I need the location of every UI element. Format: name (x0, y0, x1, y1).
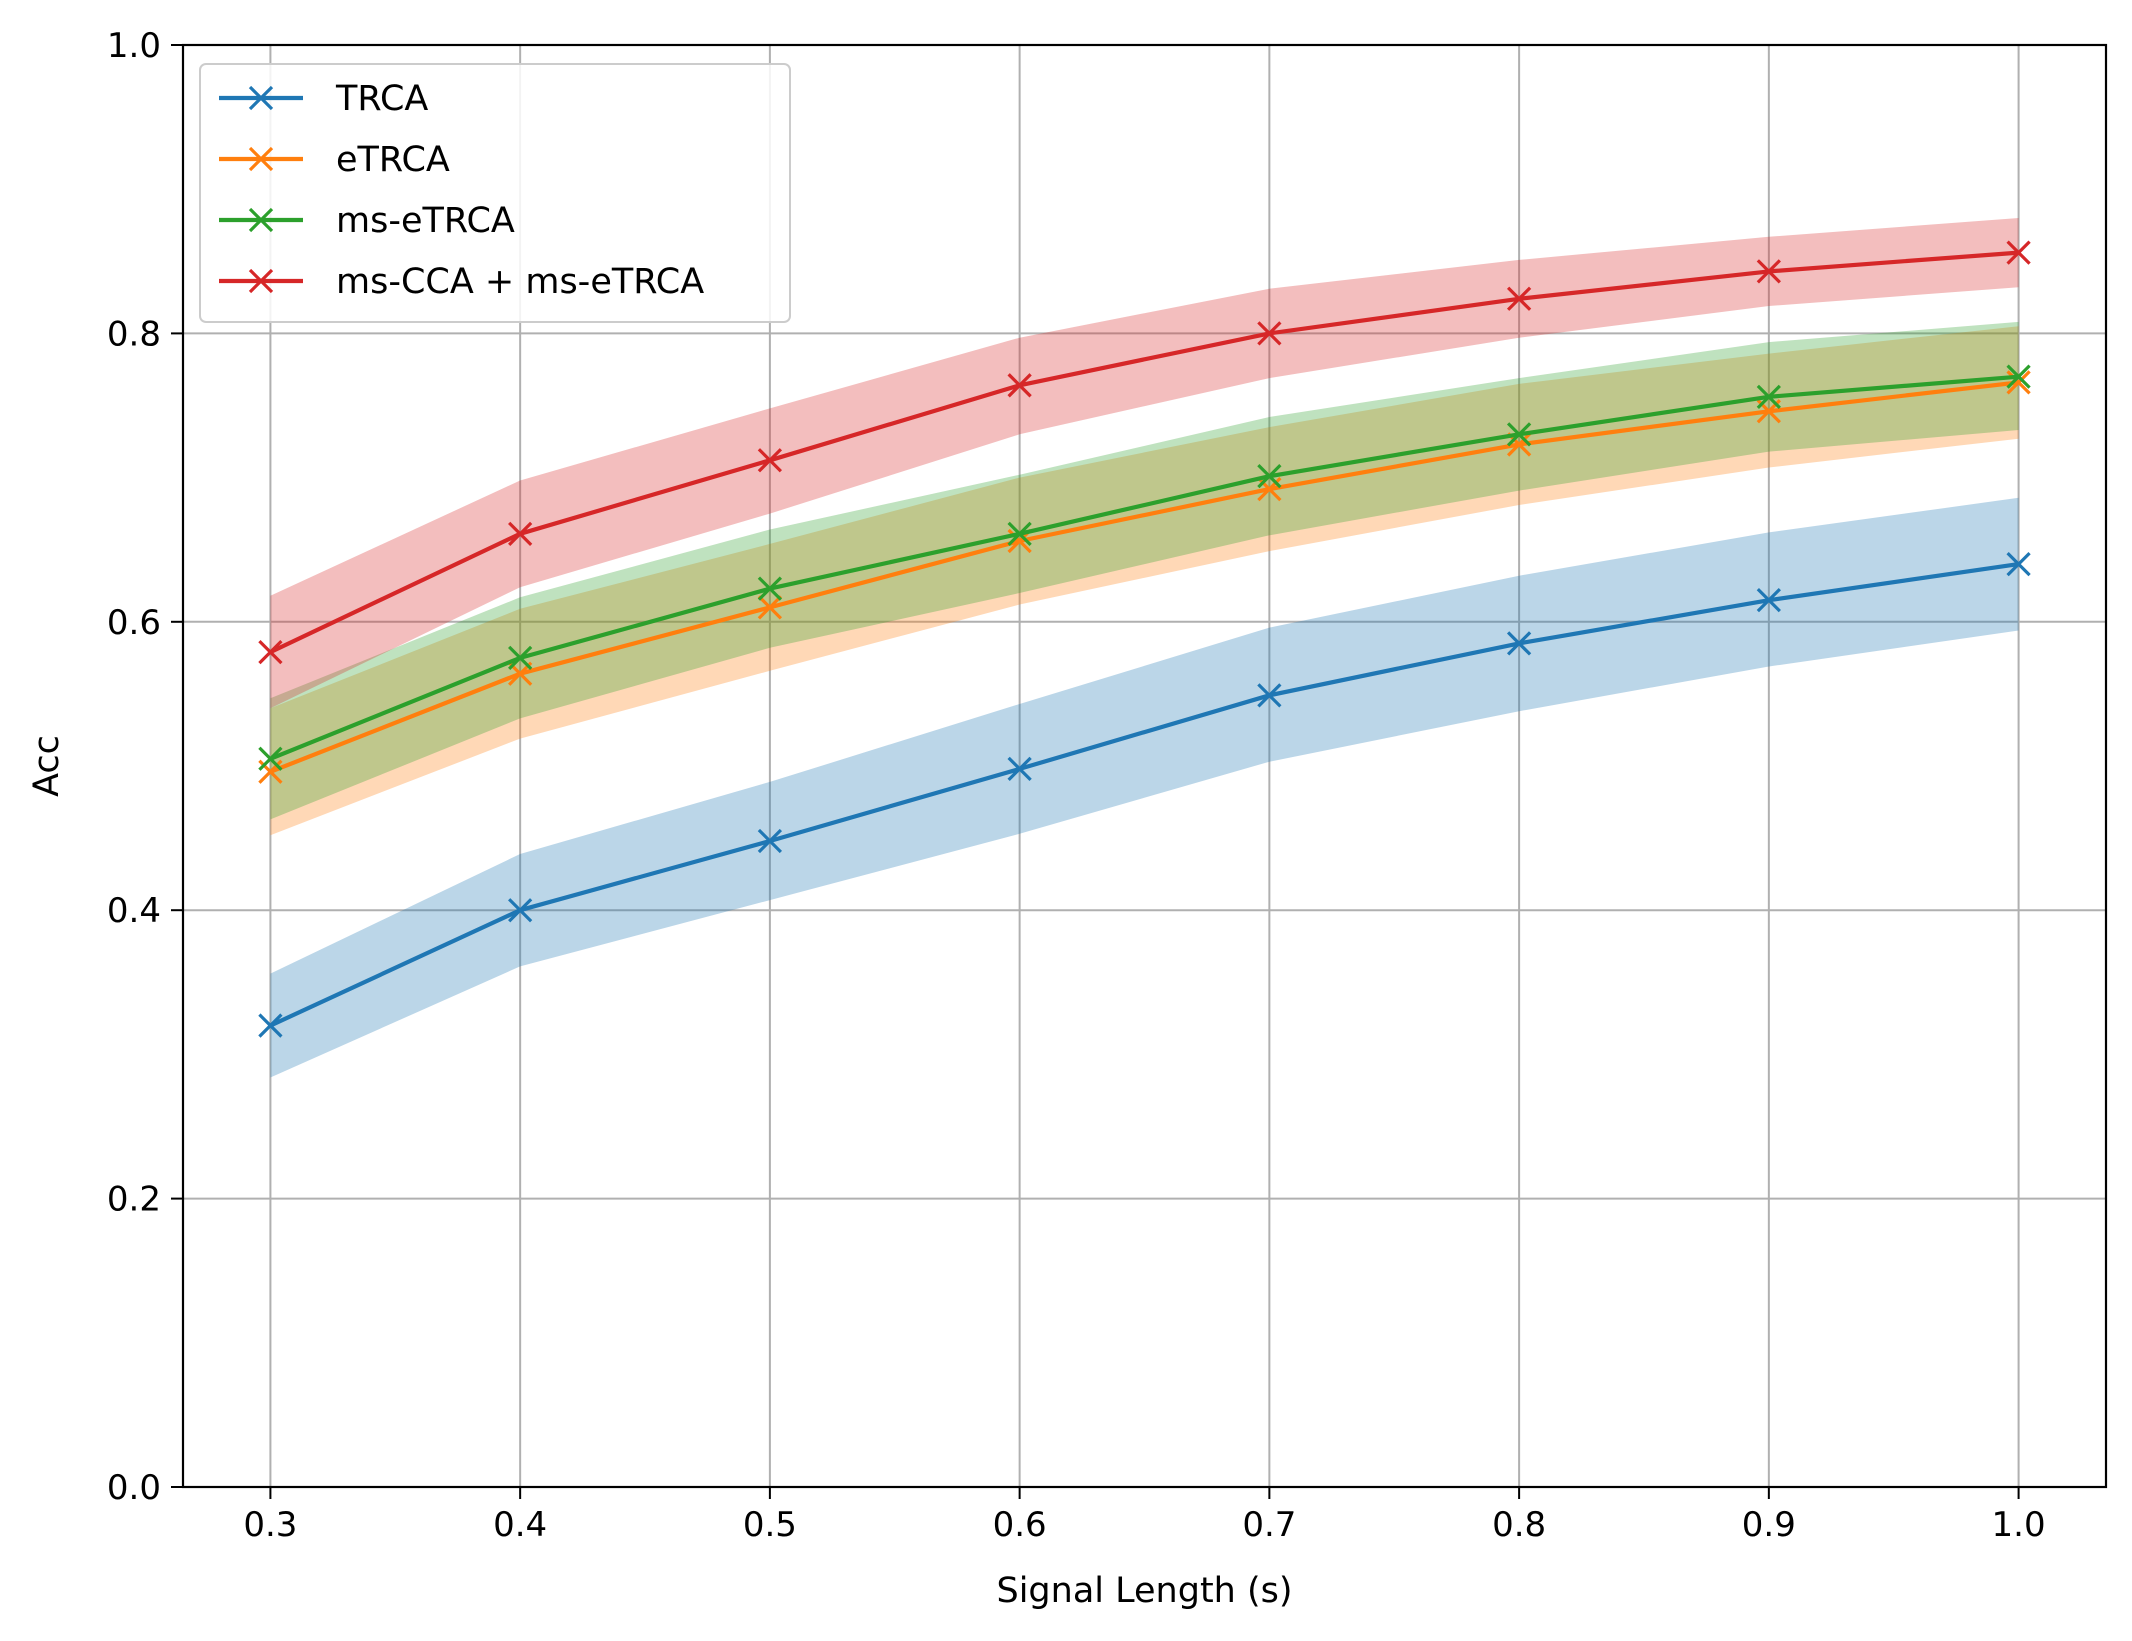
ticks: 0.3 0.4 0.5 0.6 0.7 0.8 0.9 1.0 0.0 0.2 0.4 0.6 0.8 1… (107, 26, 2046, 1545)
data-point (1257, 464, 1282, 489)
data-point (1756, 259, 1781, 284)
data-point (2006, 551, 2031, 577)
data-point (1506, 422, 1532, 447)
band-3 (270, 321, 2019, 820)
data-point (1756, 588, 1781, 613)
legend-label: ms-eTRCA (336, 201, 515, 241)
axes (181, 43, 2108, 1489)
data-point (1007, 373, 1032, 398)
data-point (508, 645, 533, 670)
x-tick-label: 0.5 (743, 1505, 797, 1545)
y-tick-label: 1.0 (107, 26, 161, 66)
legend: TRCA eTRCA ms-eTRCA ms-CCA + ms-eTRCA (199, 63, 791, 323)
x-axis-label: Signal Length (s) (996, 1571, 1292, 1611)
data-point (757, 576, 783, 601)
x-tick-label: 0.3 (243, 1505, 297, 1545)
y-tick-label: 0.6 (107, 603, 161, 643)
y-tick-label: 0.0 (107, 1468, 161, 1508)
x-tick-label: 1.0 (1992, 1505, 2046, 1545)
data-point (508, 521, 533, 546)
data-point (2006, 364, 2031, 389)
legend-label: eTRCA (336, 140, 450, 180)
data-point (1506, 286, 1532, 311)
y-axis-label: Acc (27, 735, 67, 797)
data-point (1007, 756, 1032, 782)
y-tick-label: 0.8 (107, 314, 161, 354)
data-point (2006, 370, 2031, 395)
y-tick-label: 0.2 (107, 1180, 161, 1220)
data-point (258, 746, 283, 771)
series-line-2 (269, 380, 2019, 774)
legend-label: ms-CCA + ms-eTRCA (336, 262, 704, 302)
x-tick-label: 0.4 (493, 1505, 547, 1545)
series-line-3 (269, 374, 2019, 761)
plot-frame (181, 43, 2108, 1489)
x-tick-label: 0.9 (1742, 1505, 1796, 1545)
data-point (1756, 384, 1781, 409)
data-point (2006, 240, 2031, 265)
data-point (1257, 683, 1282, 708)
data-point (258, 1013, 283, 1038)
y-tick-label: 0.4 (107, 891, 161, 931)
data-point (757, 448, 783, 473)
data-point (1257, 321, 1282, 346)
x-tick-label: 0.6 (993, 1505, 1047, 1545)
series-line-4 (269, 250, 2019, 654)
data-point (757, 595, 783, 620)
data-point (1506, 631, 1532, 656)
legend-label: TRCA (335, 79, 428, 119)
data-point (1007, 521, 1032, 546)
band-2 (270, 326, 2019, 836)
series-lines (258, 240, 2031, 1038)
band-1 (270, 497, 2019, 1078)
legend-marker (248, 85, 274, 111)
legend-box (199, 63, 791, 323)
data-point (757, 828, 783, 854)
legend-marker (248, 268, 274, 294)
legend-marker (248, 146, 274, 172)
series-line-1 (269, 562, 2019, 1028)
data-point (258, 639, 283, 665)
x-tick-label: 0.8 (1492, 1505, 1546, 1545)
legend-marker (248, 207, 274, 233)
x-tick-label: 0.7 (1242, 1505, 1296, 1545)
data-point (508, 898, 533, 923)
